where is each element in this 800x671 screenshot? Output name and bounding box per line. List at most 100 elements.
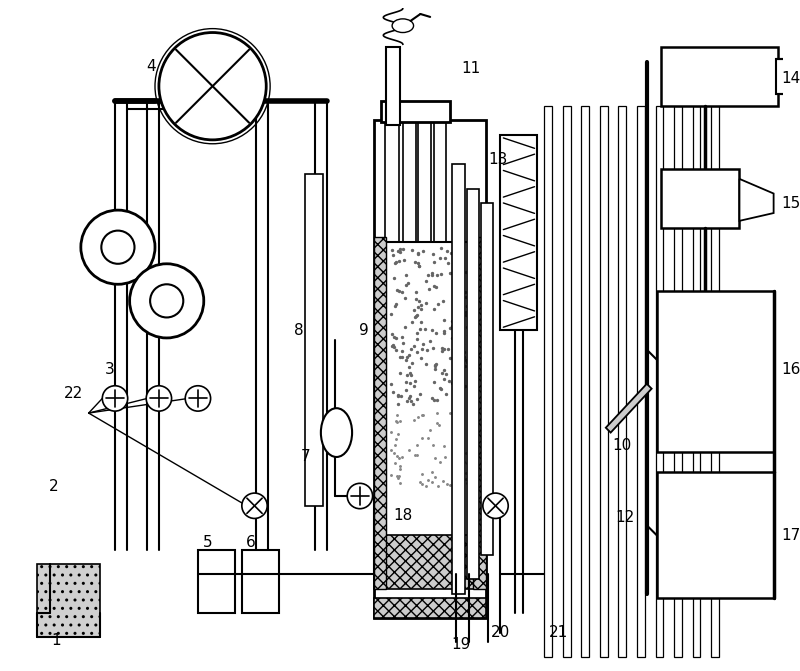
Point: [466, 452, 478, 463]
Point: [426, 269, 438, 280]
Point: [395, 331, 408, 342]
Bar: [386, 47, 400, 125]
Point: [392, 399, 405, 409]
Point: [415, 469, 428, 480]
Bar: [386, 242, 479, 574]
Circle shape: [81, 210, 155, 285]
Point: [394, 460, 406, 471]
Point: [384, 308, 397, 319]
Point: [427, 343, 440, 354]
Point: [426, 393, 438, 403]
Point: [410, 311, 422, 321]
Point: [399, 354, 412, 365]
Ellipse shape: [321, 408, 352, 457]
Circle shape: [146, 386, 171, 411]
Point: [393, 453, 406, 464]
Point: [410, 333, 423, 344]
Point: [390, 434, 402, 445]
Point: [422, 432, 434, 443]
Text: 21: 21: [550, 625, 569, 640]
Point: [414, 477, 426, 488]
Point: [394, 415, 406, 426]
Point: [390, 333, 402, 344]
Point: [464, 441, 477, 452]
Bar: [481, 203, 493, 554]
Point: [431, 481, 444, 492]
Point: [404, 391, 417, 401]
Point: [430, 328, 442, 339]
Point: [385, 245, 398, 256]
Point: [418, 323, 431, 334]
Point: [460, 458, 473, 469]
Bar: [637, 106, 645, 657]
Point: [464, 319, 477, 330]
Point: [452, 329, 465, 340]
Point: [426, 249, 439, 260]
Point: [387, 447, 400, 458]
Point: [449, 262, 462, 272]
Point: [399, 279, 412, 290]
Point: [399, 376, 412, 387]
Point: [438, 344, 450, 354]
Point: [427, 304, 440, 315]
Point: [411, 440, 424, 451]
Point: [431, 299, 444, 309]
Point: [438, 326, 450, 337]
Text: 2: 2: [49, 478, 58, 494]
Point: [467, 437, 480, 448]
Point: [462, 342, 475, 352]
Point: [428, 377, 441, 388]
Bar: [374, 535, 486, 588]
Point: [388, 342, 401, 352]
Text: 10: 10: [613, 437, 632, 453]
Point: [460, 309, 473, 320]
Point: [407, 380, 420, 391]
Text: 9: 9: [359, 323, 369, 338]
Point: [434, 456, 446, 467]
Point: [393, 464, 406, 474]
Point: [422, 284, 435, 295]
Point: [391, 471, 404, 482]
Point: [390, 417, 403, 428]
Point: [403, 393, 416, 403]
Point: [414, 353, 427, 364]
Point: [386, 340, 398, 351]
Point: [444, 323, 457, 333]
Point: [454, 345, 467, 356]
Point: [458, 456, 470, 467]
Text: 1: 1: [52, 633, 62, 648]
Point: [411, 450, 424, 460]
Text: 3: 3: [106, 362, 115, 376]
Point: [399, 385, 412, 396]
Point: [421, 344, 434, 355]
Point: [397, 244, 410, 254]
Point: [421, 270, 434, 280]
Point: [461, 448, 474, 458]
Point: [404, 344, 417, 354]
Point: [398, 321, 411, 332]
Bar: [418, 120, 431, 501]
Point: [426, 324, 438, 335]
Point: [427, 257, 440, 268]
Point: [396, 346, 409, 357]
Point: [435, 342, 448, 353]
Point: [458, 352, 470, 362]
Point: [420, 480, 433, 491]
Point: [436, 346, 449, 356]
Point: [431, 270, 444, 280]
Point: [444, 248, 457, 258]
Point: [444, 267, 457, 278]
Point: [466, 319, 478, 330]
Point: [436, 476, 449, 486]
Bar: [618, 106, 626, 657]
Point: [387, 332, 400, 343]
Point: [402, 277, 414, 288]
Point: [450, 303, 462, 313]
Bar: [434, 120, 446, 467]
Point: [413, 260, 426, 271]
Point: [394, 368, 406, 378]
Point: [450, 370, 462, 380]
Bar: [693, 106, 701, 657]
Point: [388, 301, 401, 312]
Point: [461, 301, 474, 311]
